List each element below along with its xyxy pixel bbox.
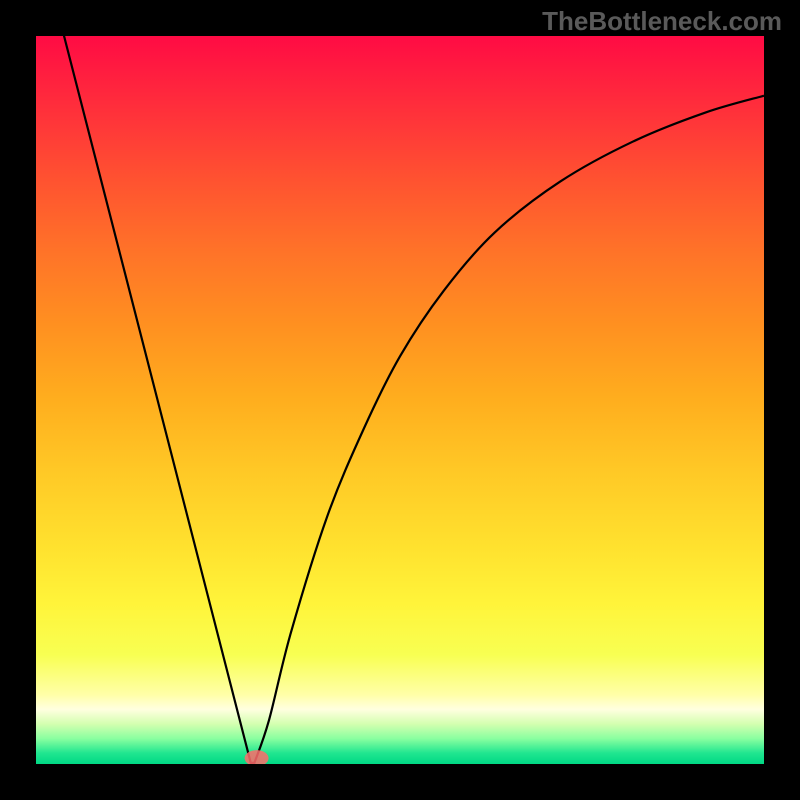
- plot-svg: [36, 36, 764, 764]
- plot-area: [36, 36, 764, 764]
- chart-container: TheBottleneck.com: [0, 0, 800, 800]
- gradient-background: [36, 36, 764, 764]
- watermark-text: TheBottleneck.com: [542, 6, 782, 37]
